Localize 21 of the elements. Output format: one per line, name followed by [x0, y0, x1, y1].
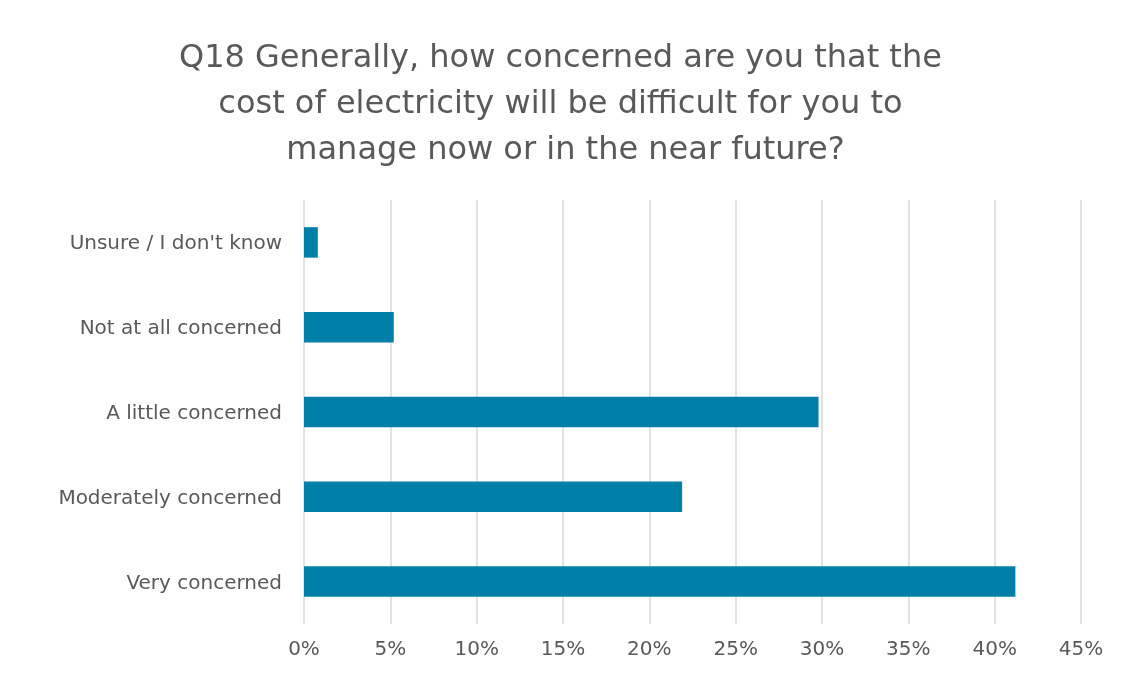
- y-tick-label: Unsure / I don't know: [69, 230, 282, 255]
- x-tick-label: 10%: [454, 636, 499, 660]
- bar: [304, 566, 1016, 597]
- x-tick-label: 40%: [972, 636, 1017, 660]
- x-tick-label: 5%: [374, 636, 407, 660]
- x-tick-label: 35%: [886, 636, 931, 660]
- bar: [304, 396, 819, 428]
- bar: [304, 227, 318, 258]
- bar: [304, 311, 394, 343]
- x-tick-label: 25%: [713, 636, 758, 660]
- y-tick-label: Moderately concerned: [58, 484, 282, 509]
- y-tick-label: Very concerned: [126, 569, 282, 594]
- bar: [304, 481, 683, 513]
- chart-title: Q18 Generally, how concerned are you that the cost of electricity will be difficult for you to manage now or in the near future?: [178, 37, 953, 167]
- x-tick-label: 20%: [627, 636, 672, 660]
- x-tick-label: 30%: [799, 636, 845, 660]
- x-tick-label: 0%: [288, 636, 320, 660]
- y-tick-label: A little concerned: [106, 400, 282, 424]
- x-tick-label: 45%: [1058, 636, 1104, 660]
- x-tick-label: 15%: [540, 636, 586, 660]
- y-tick-label: Not at all concerned: [79, 315, 282, 340]
